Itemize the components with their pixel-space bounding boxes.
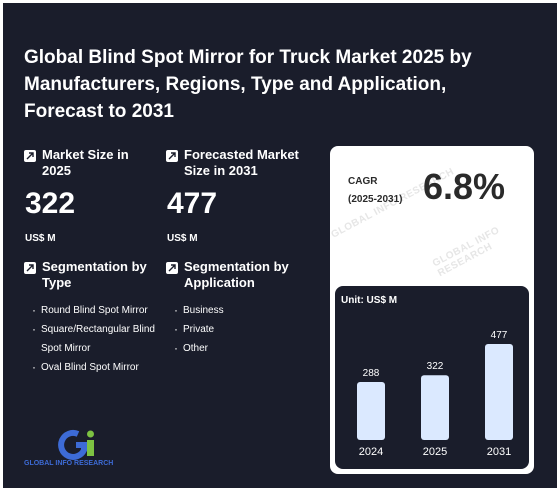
- bar-chart: 288 2024 322 2025 477 2031: [357, 330, 513, 458]
- logo: GLOBAL INFO RESEARCH: [24, 428, 140, 472]
- bar-2025: [421, 375, 449, 440]
- forecast-size-block: Forecasted Market Size in 2031 477 US$ M: [166, 147, 316, 244]
- cagr-label: CAGR (2025-2031): [348, 173, 402, 209]
- forecast-size-value: 477: [167, 187, 218, 220]
- segmentation-type-block: Segmentation by Type Round Blind Spot Mi…: [24, 259, 164, 377]
- cagr-period: (2025-2031): [348, 194, 403, 205]
- watermark: GLOBAL INFO RESEARCH: [430, 224, 502, 280]
- segmentation-type-list: Round Blind Spot Mirror Square/Rectangul…: [32, 301, 164, 377]
- x-tick-label: 2031: [487, 446, 511, 458]
- cagr-value: 6.8%: [423, 166, 506, 207]
- bar-value-label: 477: [491, 330, 508, 341]
- market-size-unit: US$ M: [25, 233, 56, 244]
- x-tick-label: 2024: [359, 446, 383, 458]
- logo-text: GLOBAL INFO RESEARCH: [24, 460, 114, 467]
- bar-2031: [485, 344, 513, 440]
- page-title: Global Blind Spot Mirror for Truck Marke…: [24, 47, 472, 122]
- logo-mark-icon: [58, 429, 94, 460]
- trend-arrow-icon: [166, 150, 178, 162]
- list-item: Square/Rectangular Blind Spot Mirror: [32, 320, 164, 358]
- bar-chart-panel: Unit: US$ M 288 2024 322 2025 477 2031: [335, 286, 529, 469]
- segmentation-application-label: Segmentation by Application: [184, 259, 289, 290]
- forecast-size-unit: US$ M: [167, 233, 198, 244]
- list-item: Other: [174, 339, 316, 358]
- bar-2024: [357, 382, 385, 440]
- trend-arrow-icon: [24, 150, 36, 162]
- segmentation-type-label: Segmentation by Type: [42, 259, 147, 290]
- market-size-value: 322: [25, 187, 76, 220]
- bar-value-label: 322: [427, 361, 444, 372]
- segmentation-application-block: Segmentation by Application Business Pri…: [166, 259, 316, 358]
- trend-arrow-icon: [24, 262, 36, 274]
- list-item: Business: [174, 301, 316, 320]
- forecast-size-label: Forecasted Market Size in 2031: [184, 147, 299, 178]
- bar-value-label: 288: [363, 368, 380, 379]
- chart-unit-label: Unit: US$ M: [341, 295, 398, 306]
- segmentation-application-list: Business Private Other: [174, 301, 316, 358]
- list-item: Round Blind Spot Mirror: [32, 301, 164, 320]
- market-size-block: Market Size in 2025 322 US$ M: [24, 147, 154, 244]
- cagr-title: CAGR: [348, 176, 378, 187]
- market-size-label: Market Size in 2025: [42, 147, 129, 178]
- list-item: Oval Blind Spot Mirror: [32, 358, 164, 377]
- x-tick-label: 2025: [423, 446, 447, 458]
- trend-arrow-icon: [166, 262, 178, 274]
- cagr-card: GLOBAL INFO RESEARCH GLOBAL INFO RESEARC…: [330, 146, 534, 474]
- list-item: Private: [174, 320, 316, 339]
